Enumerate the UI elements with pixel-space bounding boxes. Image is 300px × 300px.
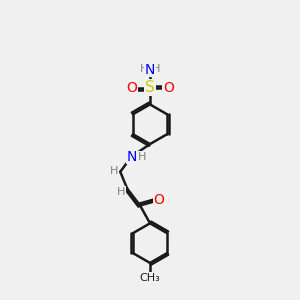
Text: N: N bbox=[127, 149, 137, 164]
Text: S: S bbox=[145, 80, 155, 95]
Text: N: N bbox=[145, 63, 155, 77]
Text: H: H bbox=[140, 64, 148, 74]
Text: O: O bbox=[154, 193, 164, 206]
Text: O: O bbox=[126, 81, 137, 94]
Text: CH₃: CH₃ bbox=[140, 273, 160, 283]
Text: H: H bbox=[117, 187, 125, 196]
Text: H: H bbox=[110, 166, 118, 176]
Text: H: H bbox=[138, 152, 146, 162]
Text: H: H bbox=[152, 64, 160, 74]
Text: O: O bbox=[163, 81, 174, 94]
